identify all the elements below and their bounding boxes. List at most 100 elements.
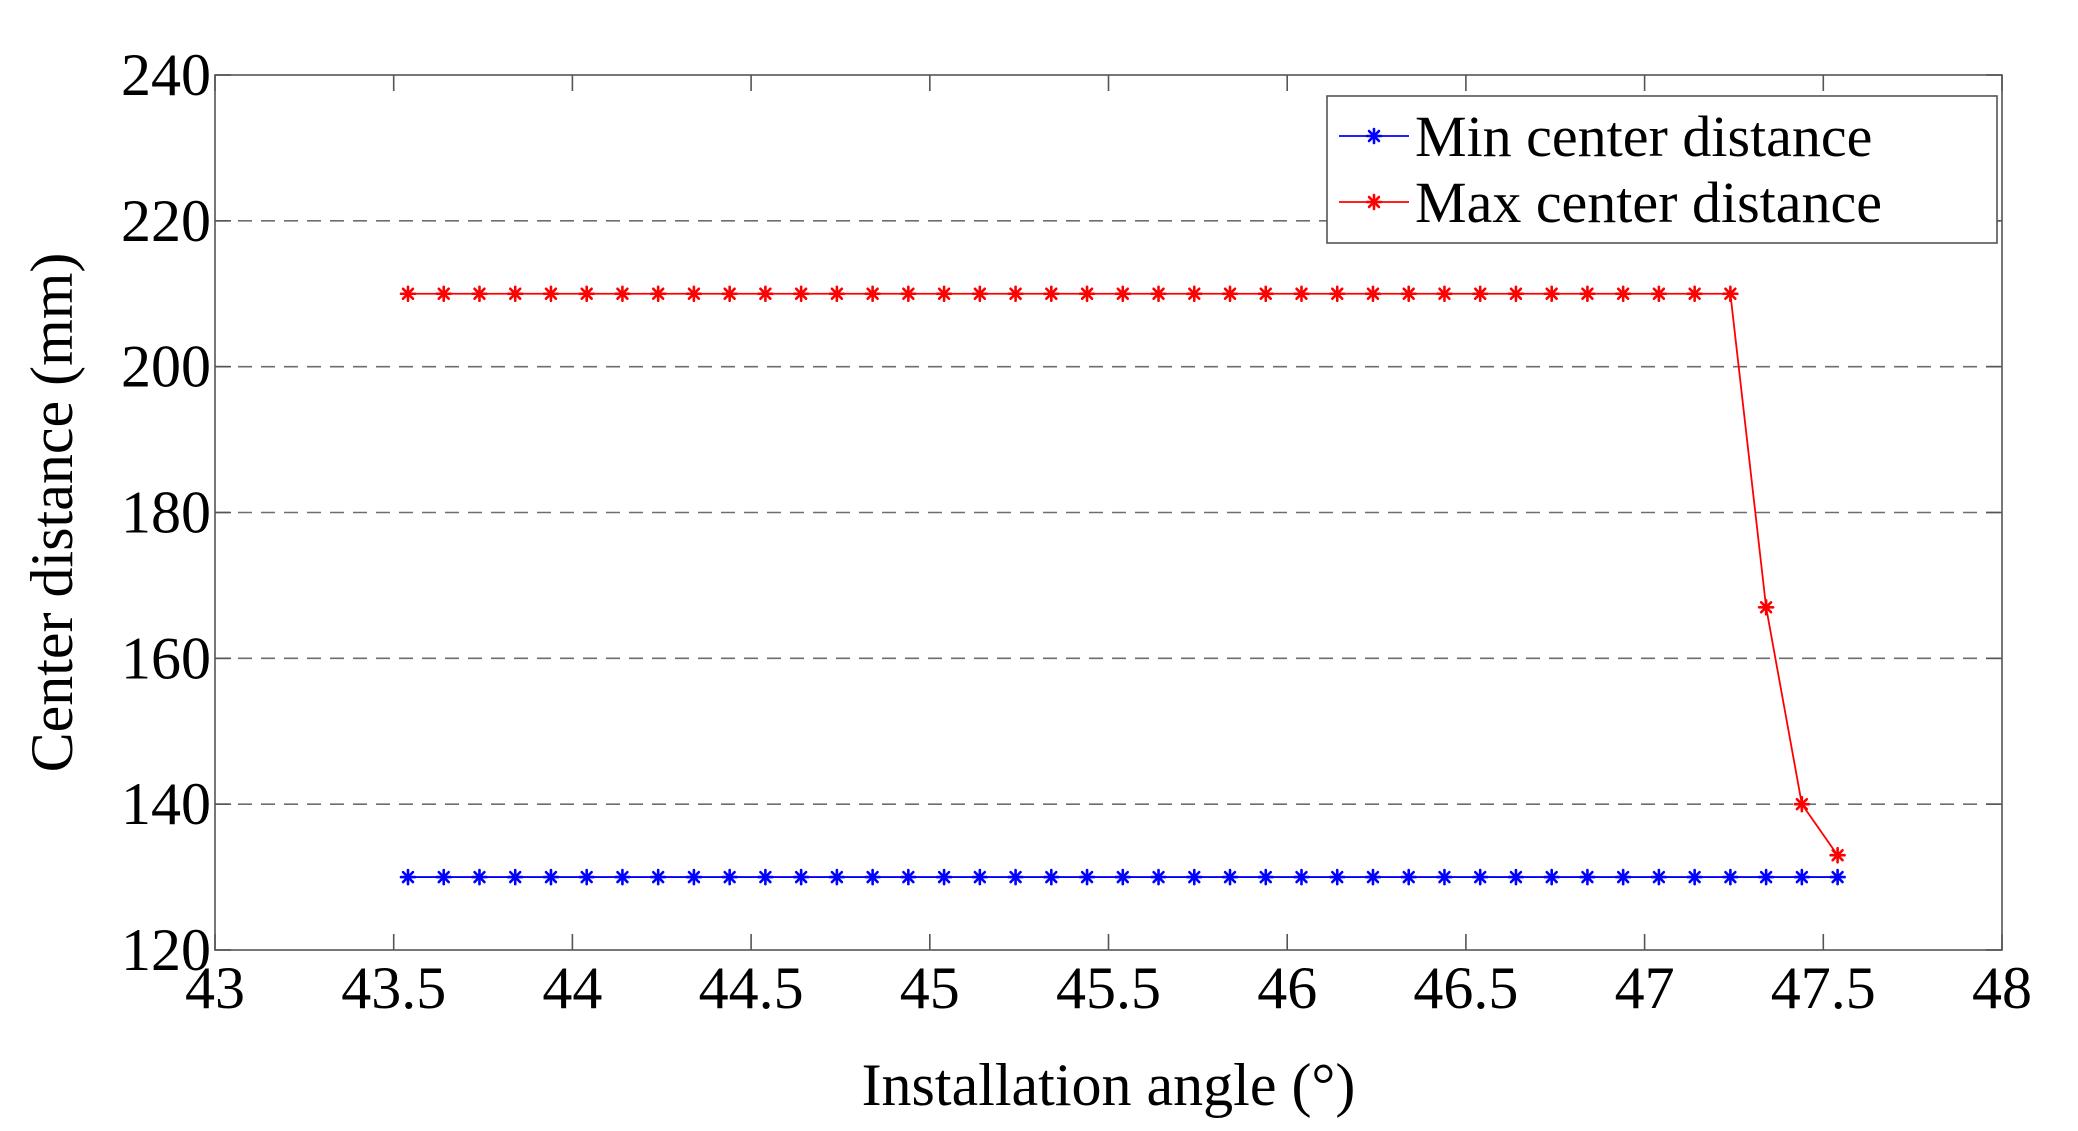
data-point-max-center-distance xyxy=(1400,285,1418,303)
y-tick-label: 220 xyxy=(121,188,211,254)
tick-layer: 43 43.5 44 44.5 45 45.5 46 46.5 47 47.5 48 120 140 16… xyxy=(121,42,2032,1021)
data-point-min-center-distance xyxy=(1328,868,1346,886)
data-point-min-center-distance xyxy=(1614,868,1632,886)
data-point-max-center-distance xyxy=(506,285,524,303)
data-point-max-center-distance xyxy=(1614,285,1632,303)
data-point-max-center-distance xyxy=(1543,285,1560,303)
data-point-min-center-distance xyxy=(1185,868,1203,886)
data-point-max-center-distance xyxy=(1757,598,1775,616)
data-point-min-center-distance xyxy=(1364,868,1382,886)
data-point-min-center-distance xyxy=(757,868,774,886)
data-point-min-center-distance xyxy=(1043,868,1060,886)
legend-marker-min-center-distance xyxy=(1365,127,1383,145)
data-point-min-center-distance xyxy=(864,868,881,886)
data-point-max-center-distance xyxy=(1114,285,1132,303)
legend-label-min-center-distance: Min center distance xyxy=(1415,104,1872,169)
data-point-min-center-distance xyxy=(1221,868,1239,886)
data-point-max-center-distance xyxy=(757,285,774,303)
legend-box xyxy=(1326,95,1998,244)
x-tick-label: 48 xyxy=(1972,955,2032,1021)
legend-marker-max-center-distance xyxy=(1365,193,1383,211)
data-point-max-center-distance xyxy=(721,285,738,303)
data-point-max-center-distance xyxy=(1579,285,1596,303)
data-point-min-center-distance xyxy=(1400,868,1418,886)
data-point-max-center-distance xyxy=(900,285,917,303)
data-point-max-center-distance xyxy=(1221,285,1239,303)
data-point-min-center-distance xyxy=(1436,868,1453,886)
data-point-max-center-distance xyxy=(1436,285,1453,303)
x-tick-label: 46 xyxy=(1257,955,1317,1021)
data-point-min-center-distance xyxy=(792,868,810,886)
data-point-min-center-distance xyxy=(1650,868,1668,886)
x-tick-label: 44 xyxy=(542,955,602,1021)
data-point-max-center-distance xyxy=(1078,285,1096,303)
data-point-max-center-distance xyxy=(1829,846,1846,864)
data-point-max-center-distance xyxy=(1686,285,1703,303)
data-point-max-center-distance xyxy=(1722,285,1739,303)
data-point-min-center-distance xyxy=(578,868,595,886)
data-point-max-center-distance xyxy=(614,285,631,303)
x-tick-label: 47.5 xyxy=(1771,955,1876,1021)
data-point-min-center-distance xyxy=(1007,868,1024,886)
x-tick-label: 45 xyxy=(900,955,960,1021)
data-point-min-center-distance xyxy=(614,868,631,886)
data-point-max-center-distance xyxy=(578,285,595,303)
data-point-min-center-distance xyxy=(1543,868,1560,886)
x-tick-label: 45.5 xyxy=(1056,955,1161,1021)
data-point-max-center-distance xyxy=(971,285,989,303)
data-point-min-center-distance xyxy=(685,868,703,886)
data-point-min-center-distance xyxy=(1579,868,1596,886)
data-point-min-center-distance xyxy=(1114,868,1132,886)
x-tick-label: 47 xyxy=(1615,955,1675,1021)
data-point-max-center-distance xyxy=(864,285,881,303)
y-tick-label: 140 xyxy=(121,771,211,837)
data-point-max-center-distance xyxy=(1043,285,1060,303)
data-point-max-center-distance xyxy=(1471,285,1489,303)
y-tick-label: 180 xyxy=(121,480,211,546)
data-point-max-center-distance xyxy=(435,285,453,303)
data-point-max-center-distance xyxy=(685,285,703,303)
y-axis-title: Center distance (mm) xyxy=(19,253,85,773)
data-point-max-center-distance xyxy=(1507,285,1525,303)
data-point-min-center-distance xyxy=(1507,868,1525,886)
data-point-min-center-distance xyxy=(1793,868,1811,886)
data-point-min-center-distance xyxy=(435,868,453,886)
data-point-min-center-distance xyxy=(828,868,846,886)
data-point-max-center-distance xyxy=(792,285,810,303)
data-point-min-center-distance xyxy=(1257,868,1275,886)
data-point-min-center-distance xyxy=(935,868,953,886)
x-tick-label: 44.5 xyxy=(699,955,804,1021)
x-tick-label: 46.5 xyxy=(1413,955,1518,1021)
data-point-max-center-distance xyxy=(1364,285,1382,303)
y-tick-label: 200 xyxy=(121,334,211,400)
data-point-min-center-distance xyxy=(1829,868,1846,886)
x-tick-label: 43.5 xyxy=(341,955,446,1021)
data-point-min-center-distance xyxy=(1078,868,1096,886)
data-point-max-center-distance xyxy=(1650,285,1668,303)
data-point-min-center-distance xyxy=(649,868,667,886)
data-point-min-center-distance xyxy=(721,868,738,886)
data-point-min-center-distance xyxy=(399,868,417,886)
data-point-min-center-distance xyxy=(1757,868,1775,886)
y-tick-label: 240 xyxy=(121,42,211,108)
data-point-max-center-distance xyxy=(1185,285,1203,303)
legend-label-max-center-distance: Max center distance xyxy=(1415,170,1882,235)
data-point-min-center-distance xyxy=(506,868,524,886)
data-point-max-center-distance xyxy=(935,285,953,303)
data-point-max-center-distance xyxy=(1150,285,1167,303)
data-point-min-center-distance xyxy=(1471,868,1489,886)
data-point-max-center-distance xyxy=(1793,795,1811,813)
data-point-max-center-distance xyxy=(1328,285,1346,303)
series-layer xyxy=(399,285,1846,886)
y-tick-label: 120 xyxy=(121,917,211,983)
y-tick-label: 160 xyxy=(121,625,211,691)
data-point-max-center-distance xyxy=(1293,285,1310,303)
data-point-min-center-distance xyxy=(900,868,917,886)
data-point-max-center-distance xyxy=(542,285,560,303)
data-point-max-center-distance xyxy=(828,285,846,303)
data-point-max-center-distance xyxy=(471,285,488,303)
data-point-max-center-distance xyxy=(1257,285,1275,303)
